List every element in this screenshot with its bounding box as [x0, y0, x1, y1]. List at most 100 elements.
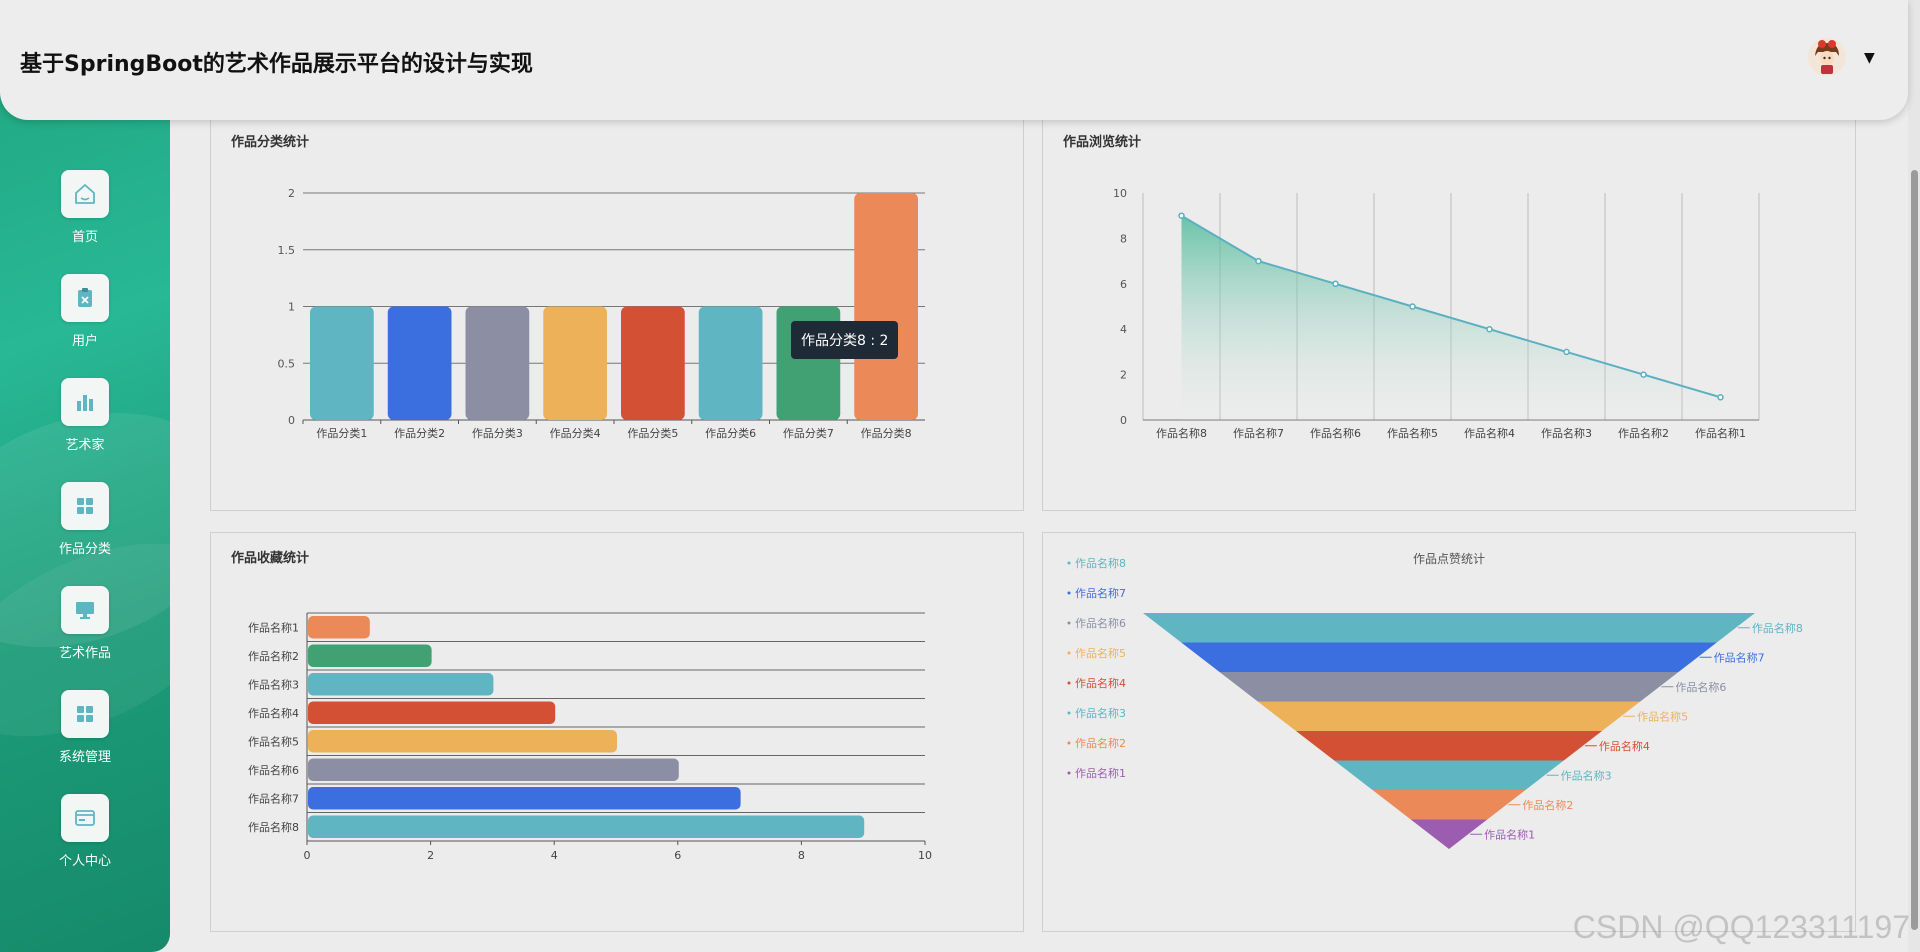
sidebar-item-artworks[interactable]: 艺术作品 [0, 586, 170, 676]
bar [308, 701, 556, 724]
legend-item: 作品名称5 [1075, 646, 1126, 660]
sidebar: 首页 用户 艺术家 作品分类 艺术作品 系统管理 个人中心 [0, 0, 170, 952]
funnel-label: 作品名称8 [1752, 621, 1803, 635]
page-title: 基于SpringBoot的艺术作品展示平台的设计与实现 [20, 52, 533, 77]
bar [387, 306, 452, 420]
funnel-segment [1372, 790, 1526, 820]
views-chart-panel: 作品浏览统计 0 2 4 6 8 10 作品名称8 作品名称7 作品名称6 作品名称5 作品名称4 作… [1042, 116, 1856, 511]
sidebar-item-profile[interactable]: 个人中心 [0, 794, 170, 884]
bar [543, 306, 607, 420]
scrollbar-thumb[interactable] [1911, 170, 1918, 930]
legend-item: 作品名称1 [1075, 766, 1126, 780]
bar [308, 644, 432, 667]
bar [465, 306, 530, 420]
bar [308, 815, 865, 838]
y-tick-label: 1 [288, 301, 295, 314]
x-tick-label: 作品名称7 [1233, 426, 1284, 440]
y-tick-label: 4 [1120, 323, 1127, 336]
series-line [1180, 214, 1721, 399]
sidebar-item-system[interactable]: 系统管理 [0, 690, 170, 780]
sidebar-item-label: 个人中心 [58, 854, 111, 869]
y-tick-label: 作品名称6 [248, 763, 299, 777]
x-tick-label: 作品名称2 [1618, 426, 1669, 440]
x-tick-label: 作品分类7 [783, 426, 834, 440]
watermark: CSDN @QQ123311197 [1572, 909, 1910, 945]
chart-title: 作品分类统计 [231, 135, 310, 150]
sidebar-item-home[interactable]: 首页 [0, 170, 170, 260]
legend-marker [1067, 681, 1071, 685]
legend-marker [1067, 591, 1071, 595]
bar [698, 306, 763, 420]
legend-marker [1067, 561, 1071, 565]
x-tick-label: 10 [918, 849, 932, 862]
bar [854, 193, 918, 420]
favorites-chart-panel: 作品收藏统计 作品名称1 作品名称2 作品名称3 作品名称4 作品名称5 作品名称6 作品名… [210, 532, 1024, 932]
clipboard-icon [61, 274, 109, 322]
sidebar-item-label: 作品分类 [58, 542, 111, 557]
legend-item: 作品名称2 [1075, 736, 1126, 750]
y-tick-label: 作品名称7 [248, 791, 299, 805]
funnel-label: 作品名称6 [1675, 680, 1726, 694]
x-tick-label: 4 [551, 849, 558, 862]
legend-marker [1067, 771, 1071, 775]
y-tick-label: 作品名称4 [248, 706, 299, 720]
sidebar-item-users[interactable]: 用户 [0, 274, 170, 364]
sidebar-item-label: 艺术作品 [58, 646, 111, 661]
data-point [1563, 348, 1570, 356]
category-chart-panel: 作品分类统计 0 0.5 1 1.5 2 作品分类1 作品分类2 作品分类3 作品分类4 作品分类… [210, 116, 1024, 511]
y-tick-label: 2 [1120, 369, 1127, 382]
sidebar-item-label: 首页 [71, 230, 98, 245]
funnel-segment [1181, 642, 1717, 672]
bar [308, 673, 494, 696]
bar [310, 306, 374, 420]
bar [621, 306, 685, 420]
data-point [1409, 303, 1416, 310]
legend-marker [1067, 621, 1071, 625]
x-tick-label: 作品名称3 [1541, 426, 1592, 440]
funnel-label: 作品名称3 [1561, 768, 1612, 782]
y-tick-label: 作品名称5 [248, 734, 299, 748]
sidebar-item-category[interactable]: 作品分类 [0, 482, 170, 572]
card-icon [61, 794, 109, 842]
y-tick-label: 作品名称3 [248, 677, 299, 691]
funnel-segment [1219, 672, 1679, 702]
monitor-icon [61, 586, 109, 634]
funnel-segment [1334, 760, 1564, 790]
y-tick-label: 2 [288, 187, 295, 200]
data-point [1332, 280, 1339, 288]
x-tick-label: 作品分类8 [861, 426, 912, 440]
chart-title: 作品浏览统计 [1063, 135, 1142, 150]
x-tick-label: 作品分类4 [550, 426, 601, 440]
data-point [1640, 371, 1647, 378]
bar-chart-icon [61, 378, 109, 426]
legend-item: 作品名称6 [1075, 616, 1126, 630]
funnel-segment [1257, 701, 1641, 731]
funnel-label: 作品名称5 [1637, 709, 1688, 723]
x-tick-label: 6 [674, 849, 681, 862]
avatar[interactable] [1808, 38, 1846, 76]
x-tick-label: 作品分类2 [394, 426, 445, 440]
x-tick-label: 作品名称1 [1695, 426, 1746, 440]
legend-item: 作品名称3 [1075, 706, 1126, 720]
chevron-down-icon[interactable]: ▼ [1864, 50, 1875, 66]
legend-item: 作品名称4 [1075, 676, 1126, 690]
x-tick-label: 作品分类6 [705, 426, 756, 440]
sidebar-item-label: 艺术家 [65, 438, 105, 453]
data-point [1255, 257, 1262, 265]
y-tick-label: 6 [1120, 278, 1127, 291]
category-bar-chart: 0 0.5 1 1.5 2 作品分类1 作品分类2 作品分类3 作品分类4 作品分类5 作品分类6 作… [278, 187, 925, 440]
x-tick-label: 作品分类1 [316, 426, 367, 440]
funnel-label: 作品名称1 [1484, 827, 1535, 841]
x-tick-label: 作品分类5 [627, 426, 678, 440]
sidebar-item-artists[interactable]: 艺术家 [0, 378, 170, 468]
y-tick-label: 0.5 [278, 357, 296, 370]
grid-icon [61, 482, 109, 530]
chart-tooltip: 作品分类8 : 2 [791, 321, 899, 359]
sidebar-item-label: 系统管理 [58, 750, 111, 765]
y-tick-label: 8 [1120, 232, 1127, 245]
legend-item: 作品名称7 [1075, 586, 1126, 600]
scrollbar[interactable] [1908, 0, 1920, 952]
funnel-segment [1410, 819, 1488, 849]
home-icon [61, 170, 109, 218]
top-header: 基于SpringBoot的艺术作品展示平台的设计与实现 ▼ [0, 0, 1908, 120]
